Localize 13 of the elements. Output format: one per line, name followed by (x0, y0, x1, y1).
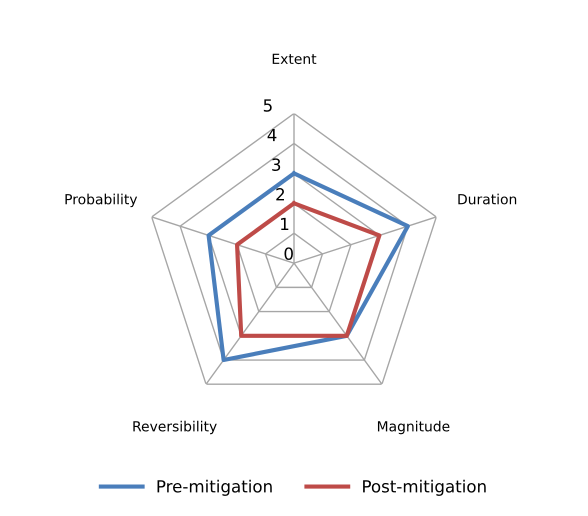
y-tick-label: 5 (264, 99, 272, 112)
spoke-label: Magnitude (378, 420, 450, 434)
spoke-label: Extent (272, 54, 316, 64)
y-tick-label: 4 (268, 128, 276, 142)
y-tick-label: 1 (281, 218, 288, 230)
legend-label: Post-mitigation (363, 480, 486, 496)
y-tick-label: 0 (284, 247, 293, 260)
spoke-label: Probability (65, 194, 138, 208)
spoke-label: Reversibility (133, 420, 217, 434)
y-tick-label: 2 (276, 188, 284, 200)
y-tick-label: 3 (272, 158, 280, 172)
legend-label: Pre-mitigation (158, 480, 272, 496)
spoke-label: Duration (458, 194, 516, 204)
